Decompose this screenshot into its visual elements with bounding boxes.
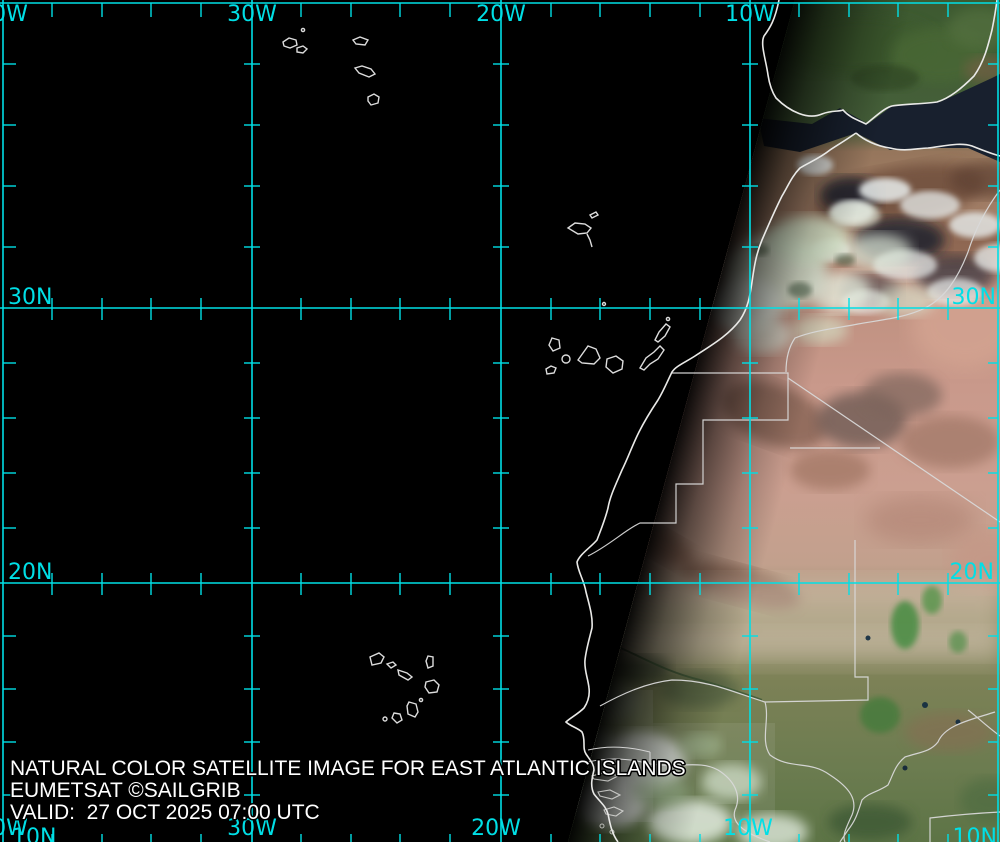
madeira-islands [566, 211, 607, 307]
iberia-coastline [761, 0, 998, 125]
map-valid-time: VALID: 27 OCT 2025 07:00 UTC [10, 801, 320, 824]
lat-label-left-10n: 10N [12, 825, 56, 842]
map-title: NATURAL COLOR SATELLITE IMAGE FOR EAST A… [10, 757, 686, 780]
lat-label-right-10n: 10N [953, 825, 997, 842]
coastlines [564, 0, 1000, 842]
graticule-ticks [3, 3, 998, 842]
cape-verde-islands [369, 652, 440, 724]
lat-label-right-30n: 30N [952, 285, 996, 310]
border-stub-right [967, 709, 1000, 737]
lon-label-bottom-10w: 10W [723, 816, 773, 841]
map-credit: EUMETSAT ©SAILGRIB [10, 779, 241, 802]
lon-label-top-20w: 20W [476, 2, 526, 27]
azores-islands [282, 27, 380, 106]
lon-label-top-30w: 30W [227, 2, 277, 27]
lon-label-top-10w: 10W [725, 2, 775, 27]
country-borders [587, 189, 1000, 842]
lon-label-bottom-30w: 30W [227, 816, 277, 841]
border-morocco-algeria [785, 189, 1000, 373]
border-gambia-north [587, 746, 651, 753]
lat-label-right-20n: 20N [950, 560, 994, 585]
border-western-sahara-staircase [587, 372, 789, 557]
border-bottom-right-box [929, 811, 1000, 842]
lon-label-top-40w: 40W [0, 2, 28, 27]
island-outlines [282, 27, 671, 724]
border-mali-burkina [839, 711, 996, 842]
lon-label-bottom-40w: 40W [0, 816, 28, 841]
title-overlay: NATURAL COLOR SATELLITE IMAGE FOR EAST A… [9, 756, 688, 826]
border-mauritania-algeria-mali-diagonal [787, 377, 1000, 523]
africa-atlantic-coastline [564, 132, 857, 842]
border-senegal-mali-guinea [649, 763, 771, 842]
border-mali-mauritania [599, 540, 869, 707]
lat-label-left-30n: 30N [8, 285, 52, 310]
border-mali-senegal-east [764, 701, 855, 842]
lon-label-bottom-20w: 20W [471, 816, 521, 841]
morocco-north-coastline [855, 132, 1000, 157]
border-gambia-south [587, 752, 651, 765]
canary-islands [545, 316, 671, 375]
lat-label-left-20n: 20N [8, 560, 52, 585]
casamance-swamp-outlines [591, 771, 625, 817]
